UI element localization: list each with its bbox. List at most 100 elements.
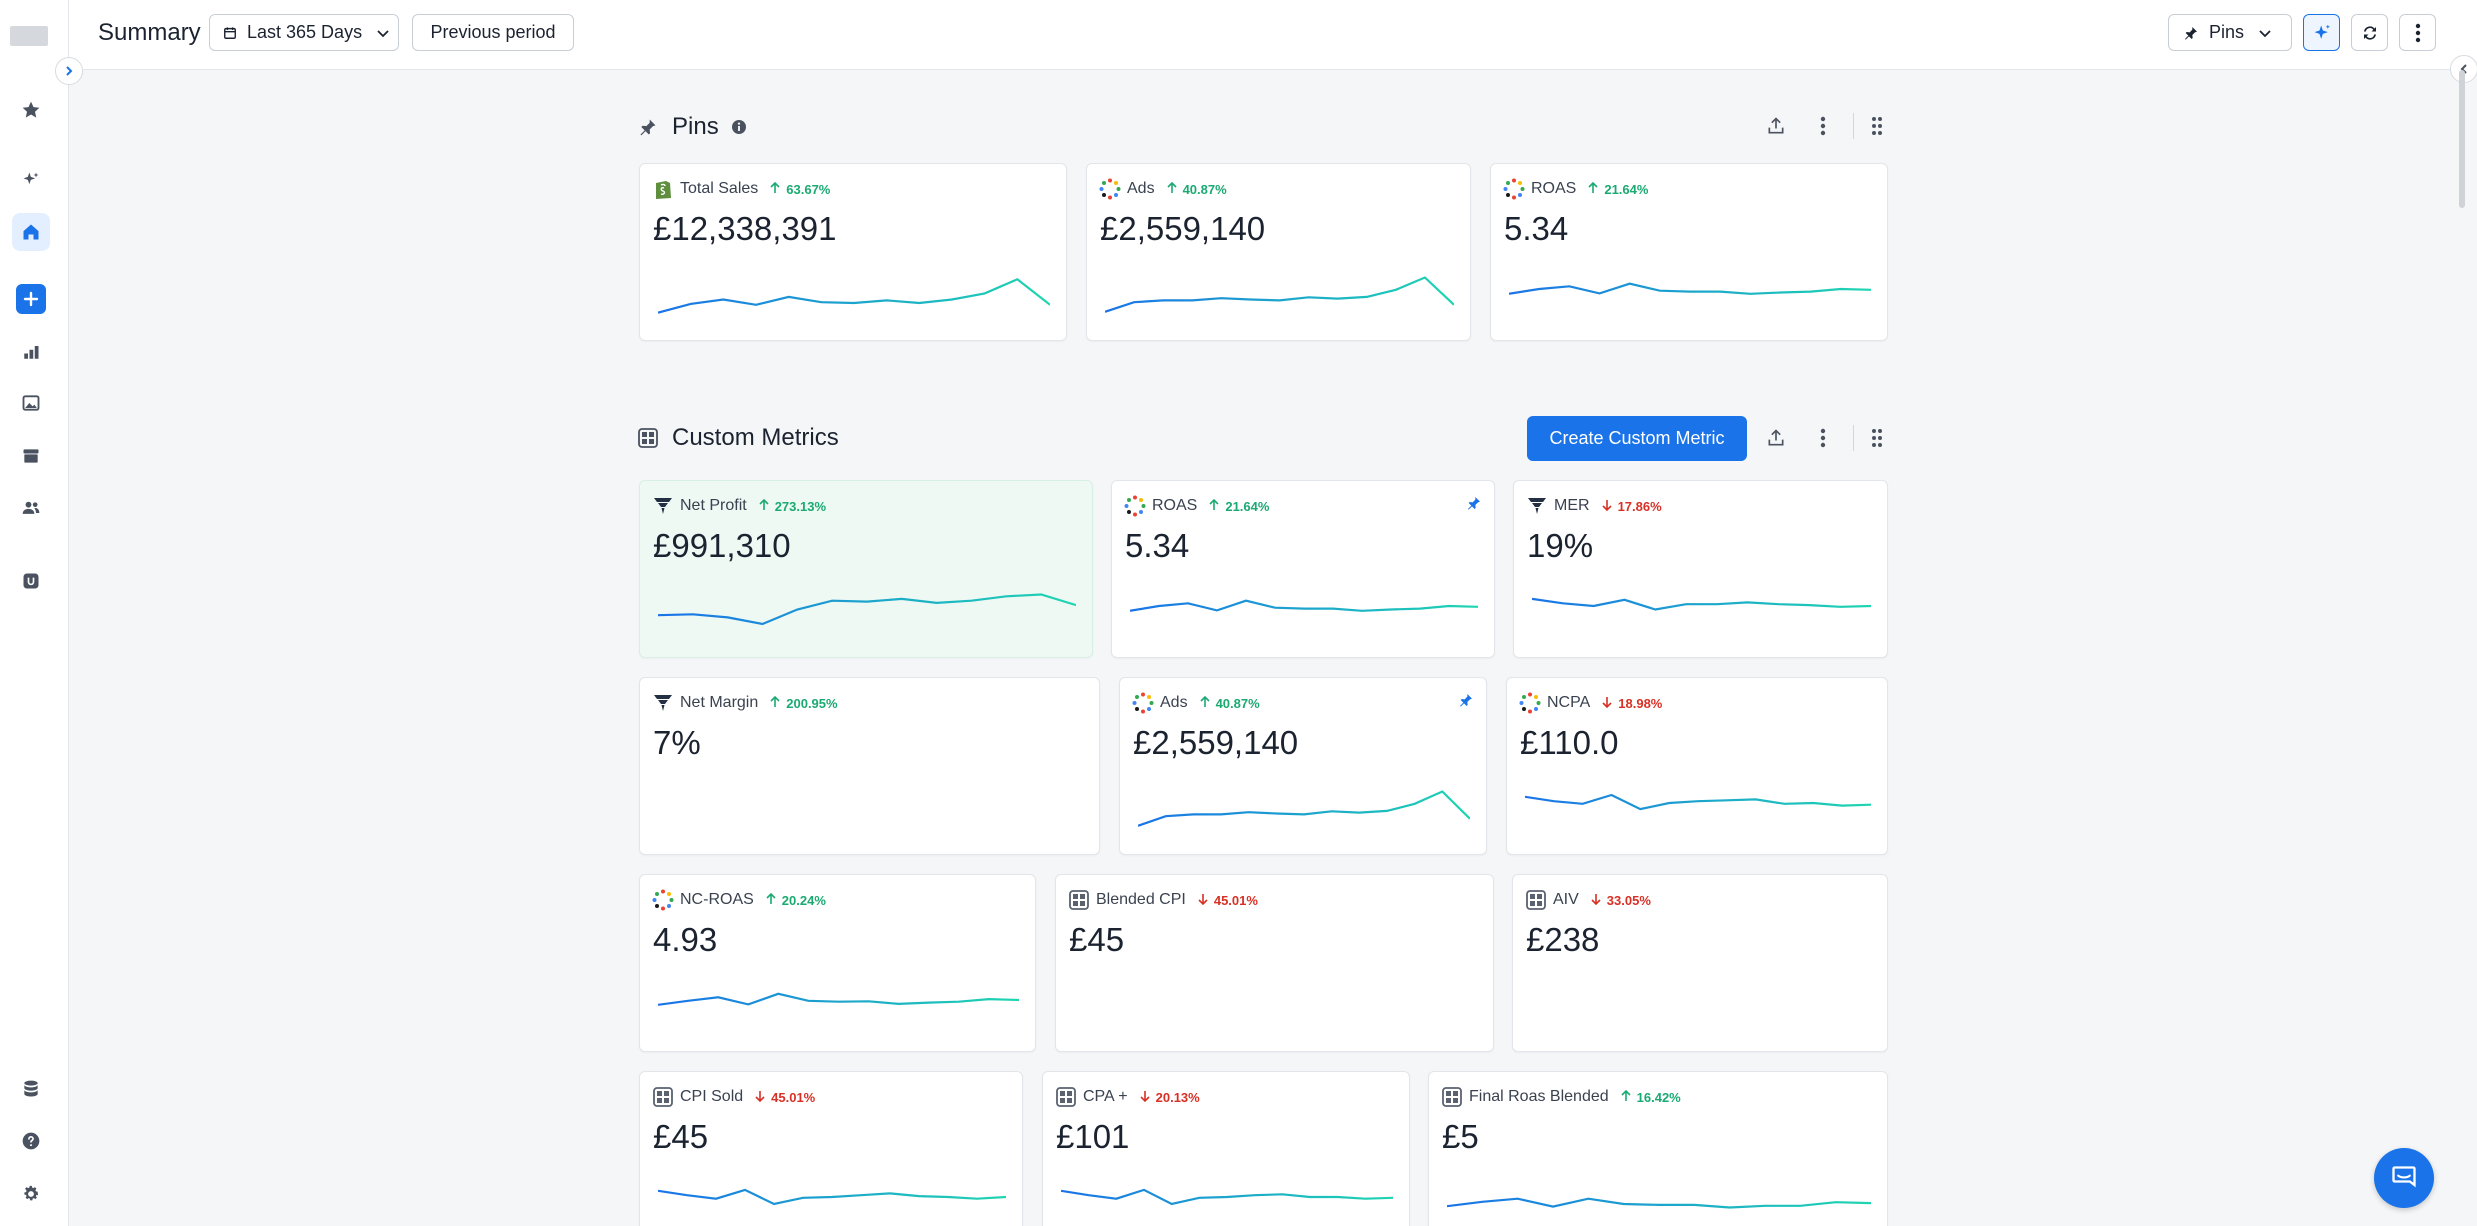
metric-card[interactable]: Total Sales 63.67% £12,338,391 (639, 163, 1067, 341)
sparkline-series (1105, 276, 1454, 313)
sidebar-item-store[interactable] (12, 437, 50, 475)
metric-card-header: ROAS 21.64% (1503, 178, 1648, 200)
star-icon (22, 101, 40, 118)
metric-delta: 33.05% (1591, 893, 1651, 908)
metric-value: 19% (1527, 527, 1594, 564)
info-icon[interactable] (731, 119, 747, 135)
share-icon (1768, 429, 1784, 446)
sidebar-expand-button[interactable] (55, 57, 83, 85)
metric-title: NC-ROAS (680, 891, 754, 908)
metric-title: CPI Sold (680, 1088, 744, 1105)
sparkline-series (1525, 793, 1871, 811)
metric-card[interactable]: ROAS 21.64% 5.34 (1490, 163, 1888, 341)
ads-dots-icon (1124, 495, 1146, 517)
sidebar-item-help[interactable] (12, 1122, 50, 1160)
metric-card-header: NC-ROAS 20.24% (652, 889, 826, 911)
metric-card-header: MER 17.86% (1526, 495, 1662, 517)
scrollbar-thumb[interactable] (2459, 70, 2465, 208)
metric-card[interactable]: Final Roas Blended 16.42% £5 (1428, 1071, 1888, 1226)
workspace-logo[interactable] (10, 26, 48, 46)
u-badge-icon (23, 573, 39, 589)
pins-more-button[interactable] (1808, 111, 1838, 141)
refresh-icon (2363, 25, 2376, 40)
metric-card[interactable]: CPI Sold 45.01% £45 (639, 1071, 1023, 1226)
metric-card-header: Total Sales 63.67% (652, 178, 830, 200)
sparkline-chart (658, 1188, 1006, 1206)
date-range-dropdown[interactable]: Last 365 Days (209, 14, 399, 51)
metric-card-header: AIV 33.05% (1525, 889, 1651, 911)
metric-title: ROAS (1152, 497, 1198, 514)
arrow-up-icon (1588, 181, 1598, 197)
top-header: Summary Last 365 Days Previous period Pi… (69, 0, 2477, 70)
metric-card[interactable]: ROAS 21.64% 5.34 (1111, 480, 1495, 658)
metric-delta: 45.01% (1198, 893, 1258, 908)
archive-icon (23, 449, 39, 463)
metric-title: Blended CPI (1096, 891, 1186, 908)
metric-card[interactable]: CPA + 20.13% £101 (1042, 1071, 1410, 1226)
right-panel-toggle[interactable] (2450, 55, 2477, 83)
chat-launcher-button[interactable] (2374, 1148, 2434, 1208)
sparkle-icon (2314, 24, 2330, 39)
pinned-icon[interactable] (1458, 692, 1474, 713)
metric-delta-value: 18.98% (1618, 695, 1663, 711)
pins-dropdown[interactable]: Pins (2168, 14, 2292, 51)
metric-card[interactable]: Blended CPI 45.01% £45 (1055, 874, 1494, 1052)
ads-dots-icon (1132, 692, 1154, 714)
more-options-button[interactable] (2399, 14, 2436, 51)
pins-section-title: Pins (672, 113, 747, 141)
custom-export-button[interactable] (1761, 423, 1791, 453)
metric-title: NCPA (1547, 694, 1591, 711)
metric-delta: 63.67% (770, 181, 830, 197)
pins-section-title-text: Pins (672, 113, 719, 140)
metric-title: Total Sales (680, 180, 759, 197)
sparkline-chart (1509, 282, 1871, 295)
drag-handle-icon (1872, 117, 1882, 135)
sidebar-item-settings[interactable] (12, 1175, 50, 1213)
pin-icon (636, 115, 660, 139)
metric-card[interactable]: NCPA 18.98% £110.0 (1506, 677, 1888, 855)
arrow-down-icon (1591, 893, 1601, 908)
grid-metric-icon (652, 1086, 674, 1108)
metric-value: £2,559,140 (1100, 210, 1266, 247)
sidebar-item-customers[interactable] (12, 489, 50, 527)
sparkline-series (1532, 597, 1871, 611)
database-icon (24, 1080, 38, 1097)
metric-value: £991,310 (653, 527, 791, 564)
custom-drag-handle[interactable] (1862, 423, 1892, 453)
metric-card[interactable]: Ads 40.87% £2,559,140 (1119, 677, 1487, 855)
refresh-button[interactable] (2351, 14, 2388, 51)
metric-card[interactable]: AIV 33.05% £238 (1512, 874, 1888, 1052)
metric-card[interactable]: Net Profit 273.13% £991,310 (639, 480, 1093, 658)
metric-title: MER (1554, 497, 1590, 514)
metric-card-header: Net Margin 200.95% (652, 692, 838, 714)
compare-period-button[interactable]: Previous period (412, 14, 574, 51)
sidebar-item-database[interactable] (12, 1070, 50, 1108)
sidebar-item-home[interactable] (12, 213, 50, 251)
pins-export-button[interactable] (1761, 111, 1791, 141)
sidebar-item-creatives[interactable] (12, 384, 50, 422)
custom-more-button[interactable] (1808, 423, 1838, 453)
metric-title: Final Roas Blended (1469, 1088, 1609, 1105)
metric-card[interactable]: Ads 40.87% £2,559,140 (1086, 163, 1471, 341)
sidebar-item-favorites[interactable] (12, 91, 50, 129)
metric-card[interactable]: MER 17.86% 19% (1513, 480, 1888, 658)
funnel-icon (652, 692, 674, 714)
metric-card[interactable]: Net Margin 200.95% 7% (639, 677, 1100, 855)
metric-delta-value: 200.95% (786, 695, 838, 711)
create-custom-metric-button[interactable]: Create Custom Metric (1527, 416, 1747, 461)
pins-drag-handle[interactable] (1862, 111, 1892, 141)
sparkline-chart (1105, 276, 1454, 313)
grid-metric-icon (636, 426, 660, 450)
sidebar-add-button[interactable] (16, 284, 46, 314)
metric-delta-value: 40.87% (1215, 695, 1260, 711)
metric-title: Ads (1160, 694, 1188, 711)
metric-card[interactable]: NC-ROAS 20.24% 4.93 (639, 874, 1036, 1052)
metric-value: £45 (653, 1118, 709, 1155)
pinned-icon[interactable] (1466, 495, 1482, 516)
ai-assistant-button[interactable] (2303, 14, 2340, 51)
sidebar-item-ai[interactable] (12, 161, 50, 199)
metric-delta-value: 45.01% (771, 1089, 816, 1105)
metric-value: 7% (653, 724, 701, 761)
sidebar-item-apps[interactable] (12, 562, 50, 600)
sidebar-item-reports[interactable] (12, 333, 50, 371)
